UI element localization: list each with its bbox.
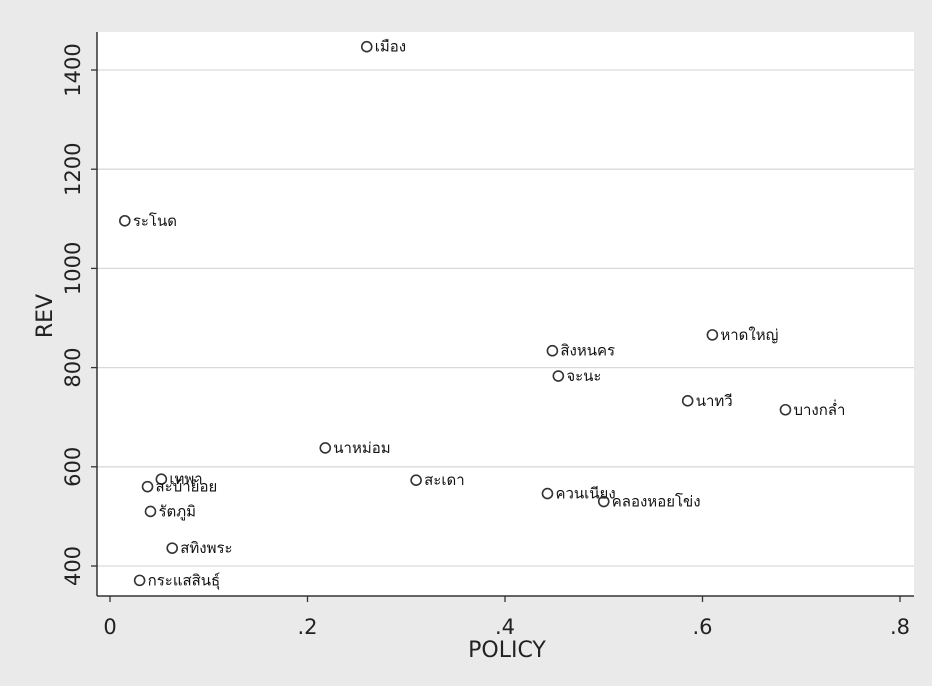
y-tick-label: 1200: [61, 142, 85, 195]
data-point: [552, 370, 565, 382]
data-point-label: สะบ้าย้อย: [156, 478, 218, 496]
data-point: [133, 574, 146, 587]
x-tick-label: .2: [297, 615, 317, 639]
data-point-label: สิงหนคร: [560, 342, 615, 360]
axes: 400 600 800 1000 1200 1400 0 .2 .4 .6 .8: [61, 32, 914, 639]
data-point: [319, 442, 332, 454]
data-point: [360, 40, 373, 53]
y-tick-label: 800: [61, 348, 85, 388]
data-point: [410, 474, 422, 486]
data-point-label: สทิงพระ: [180, 539, 232, 557]
y-axis-title: REV: [33, 294, 58, 338]
grid-lines: [97, 69, 914, 567]
y-tick-label: 400: [61, 546, 85, 586]
data-point-label: ควนเนียง: [555, 485, 615, 503]
data-point-label: สะเดา: [424, 471, 465, 489]
data-point: [546, 344, 559, 357]
data-point: [119, 214, 131, 227]
data-point: [779, 403, 792, 416]
data-point: [166, 542, 179, 554]
data-point: [155, 473, 168, 486]
data-point-label: รัตภูมิ: [158, 502, 196, 520]
data-point-label: นาหม่อม: [333, 439, 390, 457]
x-tick-label: .8: [890, 615, 910, 639]
y-tick-label: 600: [61, 447, 85, 487]
data-point: [144, 505, 157, 518]
data-point: [681, 395, 694, 407]
data-point-label: เทพา: [169, 470, 202, 488]
plot-area: [97, 32, 914, 596]
data-point-label: บางกล่ำ: [793, 399, 845, 419]
x-axis-title: POLICY: [468, 638, 546, 663]
data-point-label: กระแสสินธุ์: [148, 571, 221, 590]
data-point-label: จะนะ: [566, 367, 601, 385]
data-point-label: เมือง: [375, 38, 406, 56]
data-point-label: ระโนด: [133, 212, 177, 230]
data-point: [141, 480, 154, 493]
data-point: [706, 329, 719, 341]
data-point-label: นาทวี: [696, 392, 733, 410]
data-point: [597, 495, 610, 508]
x-tick-label: .6: [692, 615, 712, 639]
y-tick-label: 1000: [61, 242, 85, 295]
data-point-label: คลองหอยโข่ง: [612, 493, 701, 511]
y-tick-label: 1400: [61, 43, 85, 96]
x-tick-label: 0: [103, 615, 116, 639]
data-point: [541, 487, 554, 500]
x-tick-label: .4: [495, 615, 515, 639]
data-point-label: หาดใหญ่: [720, 326, 778, 344]
